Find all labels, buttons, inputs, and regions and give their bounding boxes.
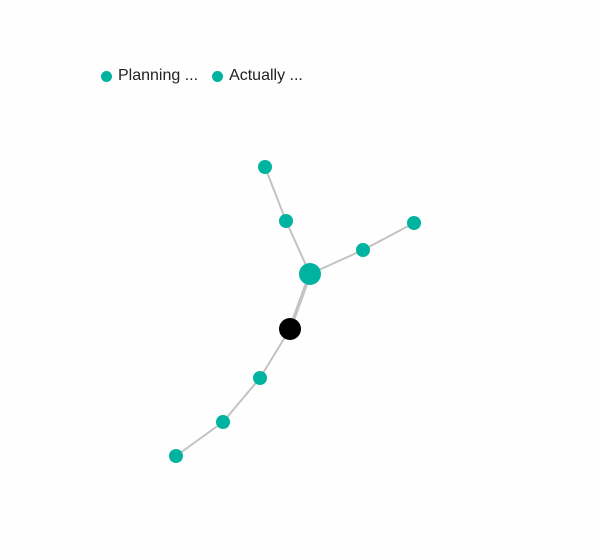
edge-d2-d3 xyxy=(175,421,224,457)
legend-swatch-actually xyxy=(212,70,224,82)
legend-swatch-planning xyxy=(101,70,112,82)
edge-d1-d2 xyxy=(222,377,261,423)
root-node[interactable] xyxy=(279,318,301,340)
node-d3[interactable] xyxy=(169,449,183,463)
node-u1[interactable] xyxy=(279,214,293,228)
graph-nodes xyxy=(169,160,421,463)
node-d1[interactable] xyxy=(253,371,267,385)
legend-item-actually[interactable]: Actually ... xyxy=(212,67,303,85)
node-r1[interactable] xyxy=(356,243,370,257)
graph-edges xyxy=(175,166,415,457)
legend-item-planning[interactable]: Planning ... xyxy=(101,67,198,85)
node-d2[interactable] xyxy=(216,415,230,429)
node-center[interactable] xyxy=(299,263,321,285)
edge-u1-u2 xyxy=(264,166,287,222)
legend-label-actually: Actually ... xyxy=(229,67,303,84)
legend-label-planning: Planning ... xyxy=(118,67,199,84)
legend: Planning ... Actually ... xyxy=(101,67,303,85)
edge-r1-r2 xyxy=(362,222,415,251)
node-u2[interactable] xyxy=(258,160,272,174)
node-r2[interactable] xyxy=(407,216,421,230)
